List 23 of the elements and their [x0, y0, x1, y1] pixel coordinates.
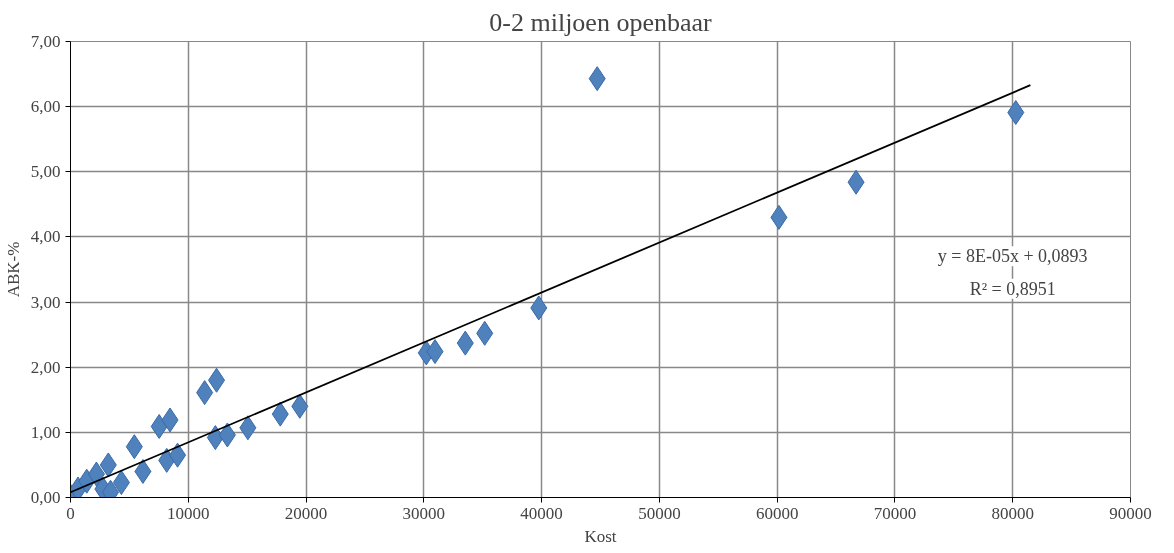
x-tick-label: 60000 [755, 503, 799, 523]
x-tick-label: 10000 [167, 503, 210, 523]
x-tick-label: 20000 [284, 503, 328, 523]
chart-title: 0-2 miljoen openbaar [489, 7, 713, 37]
y-tick-label: 0,00 [30, 488, 61, 507]
x-tick-label: 70000 [873, 503, 917, 523]
x-tick-label: 0 [66, 503, 75, 523]
y-axis-title: ABK-% [3, 241, 23, 298]
x-tick-label: 40000 [520, 503, 563, 523]
annotation: y = 8E-05x + 0,0893 [937, 246, 1088, 267]
x-tick-label: 80000 [991, 503, 1034, 523]
x-tick-label: 90000 [1109, 503, 1152, 523]
y-tick-label: 4,00 [30, 227, 61, 247]
x-tick-label: 30000 [402, 503, 446, 523]
x-axis-title: Kost [584, 526, 617, 546]
x-tick-label: 50000 [638, 503, 681, 523]
y-tick-label: 6,00 [30, 97, 61, 117]
y-tick-label: 5,00 [30, 162, 61, 182]
y-tick-label: 1,00 [30, 422, 61, 442]
annotation: R² = 0,8951 [969, 278, 1056, 299]
y-tick-label: 2,00 [30, 357, 61, 377]
y-tick-label: 7,00 [30, 32, 61, 51]
y-tick-label: 3,00 [30, 292, 61, 312]
